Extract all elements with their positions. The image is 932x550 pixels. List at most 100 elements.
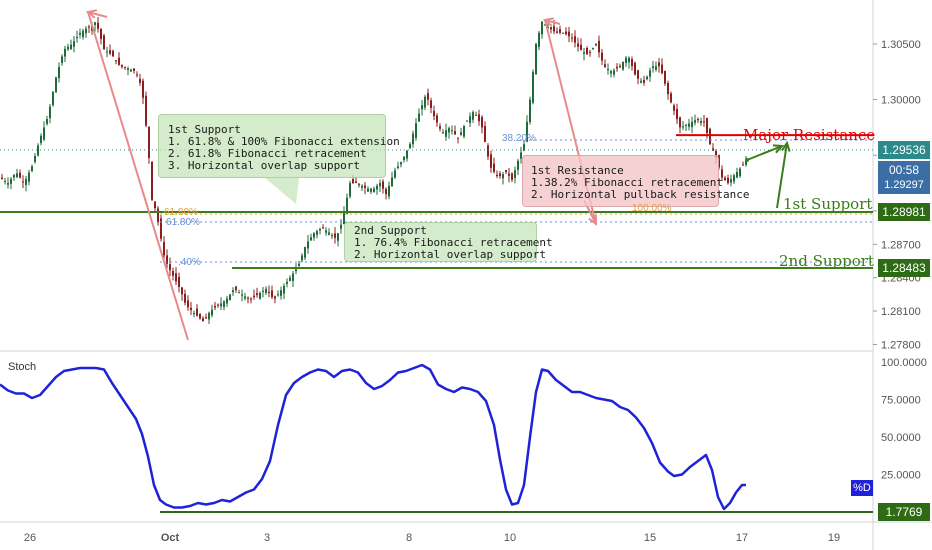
candle-body — [463, 126, 465, 137]
candle-body — [409, 144, 411, 149]
candle-body — [151, 161, 153, 200]
candle-body — [655, 66, 657, 70]
candle-body — [622, 62, 624, 70]
candle-body — [28, 172, 30, 182]
candle-body — [580, 44, 582, 51]
price-tick-label: 1.27800 — [881, 339, 921, 351]
candle-body — [460, 132, 462, 136]
candle-body — [286, 281, 288, 284]
stoch-tick-label: 75.0000 — [881, 395, 921, 407]
candle-body — [352, 179, 354, 184]
candle-body — [274, 296, 276, 299]
candle-body — [103, 35, 105, 50]
candle-body — [304, 247, 306, 258]
time-tick-label: 19 — [828, 532, 840, 544]
candle-body — [202, 318, 204, 322]
candle-body — [370, 188, 372, 192]
stochastic-panel — [0, 363, 873, 513]
candle-body — [397, 166, 399, 169]
candle-body — [673, 105, 675, 111]
current-price-tag: 1.29297 — [878, 176, 930, 194]
candle-body — [541, 21, 543, 35]
candle-body — [565, 31, 567, 35]
candle-body — [664, 70, 666, 84]
candle-body — [253, 295, 255, 298]
stoch-title: Stoch — [8, 361, 37, 373]
candle-body — [373, 188, 375, 193]
candle-body — [733, 175, 735, 182]
candle-body — [394, 170, 396, 178]
candle-body — [553, 26, 555, 32]
candle-body — [214, 306, 216, 308]
first-resistance-note: 1st Resistance 1.38.2% Fibonacci retrace… — [522, 155, 750, 207]
candle-body — [175, 273, 177, 282]
candle-body — [727, 177, 729, 184]
candle-body — [439, 126, 441, 129]
candle-body — [319, 228, 321, 231]
candle-body — [661, 64, 663, 74]
candle-body — [709, 128, 711, 145]
candle-body — [199, 314, 201, 319]
stoch-last-tag: 1.7769 — [878, 503, 930, 521]
time-tick-label: 26 — [24, 532, 36, 544]
candle-body — [718, 155, 720, 168]
candle-body — [433, 110, 435, 117]
candle-body — [556, 31, 558, 33]
candle-body — [682, 126, 684, 128]
candle-body — [496, 174, 498, 177]
candle-body — [85, 28, 87, 34]
candle-body — [118, 57, 120, 65]
candle-body — [22, 181, 24, 183]
candle-body — [715, 151, 717, 158]
candle-body — [685, 124, 687, 126]
candle-body — [295, 269, 297, 272]
candle-body — [694, 120, 696, 123]
candle-body — [745, 160, 747, 165]
candle-body — [427, 93, 429, 100]
time-tick-label: Oct — [161, 532, 180, 544]
candle-body — [64, 48, 66, 57]
candle-body — [136, 74, 138, 76]
fib-arrow-2-top-shaft — [544, 19, 561, 25]
fib-arrow-1-top-shaft — [87, 11, 108, 18]
candle-body — [43, 127, 45, 140]
candle-body — [142, 80, 144, 98]
candle-body — [340, 224, 342, 229]
candle-body — [742, 164, 744, 166]
candle-body — [40, 135, 42, 144]
candle-body — [19, 172, 21, 178]
candle-body — [511, 173, 513, 180]
overlays — [0, 9, 873, 341]
candle-body — [448, 128, 450, 133]
candle-body — [646, 76, 648, 80]
candle-body — [544, 24, 546, 26]
candle-body — [532, 71, 534, 103]
candle-body — [97, 22, 99, 29]
candle-body — [526, 121, 528, 142]
candle-body — [346, 197, 348, 214]
candle-body — [388, 185, 390, 197]
candle-body — [415, 123, 417, 138]
candle-body — [586, 47, 588, 55]
candle-body — [205, 317, 207, 319]
price-tick-label: 1.30000 — [881, 95, 921, 107]
candle-body — [364, 185, 366, 188]
candle-body — [529, 99, 531, 123]
candle-body — [1, 177, 3, 179]
candle-body — [16, 173, 18, 178]
candle-body — [640, 80, 642, 83]
stoch-tick-label: 50.0000 — [881, 432, 921, 444]
fib-618-label: 61.80% — [166, 217, 200, 228]
candle-body — [430, 100, 432, 108]
major-resistance-label: Major Resistance — [743, 126, 876, 144]
candle-body — [520, 152, 522, 159]
candle-body — [112, 50, 114, 57]
candle-body — [583, 52, 585, 54]
note-pointer — [265, 178, 299, 204]
candle-body — [547, 27, 549, 29]
candle-body — [223, 301, 225, 308]
candle-body — [706, 118, 708, 133]
candle-body — [379, 183, 381, 187]
candle-body — [124, 66, 126, 68]
candle-body — [265, 288, 267, 293]
